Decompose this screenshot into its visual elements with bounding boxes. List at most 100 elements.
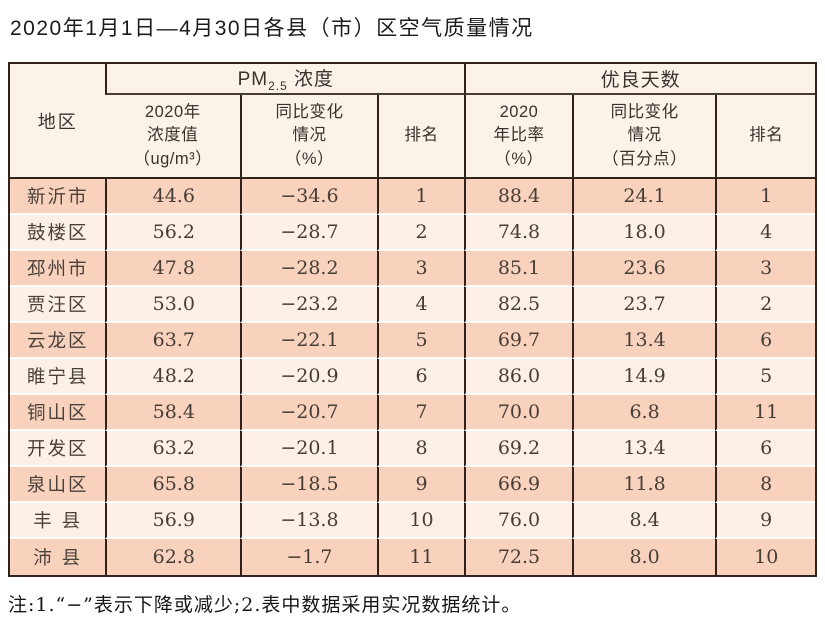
value-cell: 63.2 (105, 431, 241, 467)
region-cell: 丰 县 (10, 503, 106, 539)
value-cell: 65.8 (105, 467, 241, 503)
col-header-pm25-value: 2020年 浓度值 （ug/m³） (105, 95, 241, 179)
value-cell: 47.8 (105, 251, 241, 287)
pm25-label-subscript: 2.5 (268, 78, 288, 93)
value-cell: 8.4 (571, 503, 716, 539)
value-cell: 18.0 (571, 215, 716, 251)
value-cell: 69.7 (464, 323, 572, 359)
table-row: 开发区 63.2 −20.1 8 69.2 13.4 6 (10, 431, 815, 467)
table-row: 沛 县 62.8 −1.7 11 72.5 8.0 10 (10, 539, 815, 575)
table-body: 新沂市 44.6 −34.6 1 88.4 24.1 1 鼓楼区 56.2 −28.7 2 74.8 1… (10, 179, 815, 575)
value-cell: 11 (715, 395, 815, 431)
region-cell: 铜山区 (10, 395, 106, 431)
value-cell: 14.9 (571, 359, 716, 395)
region-cell: 邳州市 (10, 251, 106, 287)
value-cell: 69.2 (464, 431, 572, 467)
value-cell: 8 (376, 431, 465, 467)
region-cell: 开发区 (10, 431, 106, 467)
value-cell: 62.8 (105, 539, 241, 575)
value-cell: 1 (376, 179, 465, 215)
value-cell: 3 (715, 251, 815, 287)
table-row: 铜山区 58.4 −20.7 7 70.0 6.8 11 (10, 395, 815, 431)
value-cell: 86.0 (464, 359, 572, 395)
col-header-region: 地区 (10, 64, 106, 179)
value-cell: 48.2 (105, 359, 241, 395)
value-cell: 74.8 (464, 215, 572, 251)
table-row: 睢宁县 48.2 −20.9 6 86.0 14.9 5 (10, 359, 815, 395)
value-cell: 23.7 (571, 287, 716, 323)
value-cell: −20.1 (240, 431, 377, 467)
value-cell: 58.4 (105, 395, 241, 431)
region-cell: 云龙区 (10, 323, 106, 359)
value-cell: 6 (715, 431, 815, 467)
value-cell: 4 (715, 215, 815, 251)
value-cell: −20.7 (240, 395, 377, 431)
value-cell: 70.0 (464, 395, 572, 431)
value-cell: 11.8 (571, 467, 716, 503)
col-group-good-days: 优良天数 (464, 64, 815, 95)
value-cell: −18.5 (240, 467, 377, 503)
page-title: 2020年1月1日—4月30日各县（市）区空气质量情况 (10, 17, 534, 40)
header-group-row: 地区 PM2.5 浓度 优良天数 (10, 64, 815, 179)
value-cell: 82.5 (464, 287, 572, 323)
value-cell: 8 (715, 467, 815, 503)
value-cell: 5 (376, 323, 465, 359)
value-cell: −34.6 (240, 179, 377, 215)
pm25-label-prefix: PM (237, 69, 269, 91)
table-row: 贾汪区 53.0 −23.2 4 82.5 23.7 2 (10, 287, 815, 323)
value-cell: 44.6 (105, 179, 241, 215)
value-cell: 11 (376, 539, 465, 575)
value-cell: −20.9 (240, 359, 377, 395)
value-cell: 1 (715, 179, 815, 215)
value-cell: 5 (715, 359, 815, 395)
col-header-pm25-change: 同比变化 情况 （%） (240, 95, 377, 179)
value-cell: 66.9 (464, 467, 572, 503)
col-header-gooddays-change: 同比变化 情况 （百分点） (571, 95, 716, 179)
value-cell: −28.2 (240, 251, 377, 287)
value-cell: 85.1 (464, 251, 572, 287)
air-quality-table: 地区 PM2.5 浓度 优良天数 2020年 浓度值 （ug/m³） 同比变化 … (8, 62, 817, 577)
footnote: 注:1.“−”表示下降或减少;2.表中数据采用实况数据统计。 (8, 594, 522, 616)
header-sub-row: 2020年 浓度值 （ug/m³） 同比变化 情况 （%） 排名 2020 年比… (10, 95, 815, 179)
value-cell: 9 (376, 467, 465, 503)
value-cell: 2 (376, 215, 465, 251)
value-cell: 13.4 (571, 431, 716, 467)
value-cell: −22.1 (240, 323, 377, 359)
value-cell: 13.4 (571, 323, 716, 359)
table-row: 云龙区 63.7 −22.1 5 69.7 13.4 6 (10, 323, 815, 359)
value-cell: −23.2 (240, 287, 377, 323)
value-cell: 76.0 (464, 503, 572, 539)
value-cell: 6.8 (571, 395, 716, 431)
value-cell: 6 (715, 323, 815, 359)
value-cell: 3 (376, 251, 465, 287)
table-row: 新沂市 44.6 −34.6 1 88.4 24.1 1 (10, 179, 815, 215)
region-cell: 沛 县 (10, 539, 106, 575)
region-cell: 贾汪区 (10, 287, 106, 323)
table-row: 邳州市 47.8 −28.2 3 85.1 23.6 3 (10, 251, 815, 287)
region-cell: 泉山区 (10, 467, 106, 503)
value-cell: 10 (376, 503, 465, 539)
value-cell: −28.7 (240, 215, 377, 251)
region-cell: 鼓楼区 (10, 215, 106, 251)
value-cell: −1.7 (240, 539, 377, 575)
col-header-pm25-rank: 排名 (376, 95, 465, 179)
col-group-pm25: PM2.5 浓度 (105, 64, 465, 95)
value-cell: 56.9 (105, 503, 241, 539)
value-cell: 8.0 (571, 539, 716, 575)
value-cell: 72.5 (464, 539, 572, 575)
value-cell: 88.4 (464, 179, 572, 215)
col-header-gooddays-rank: 排名 (715, 95, 815, 179)
table-row: 泉山区 65.8 −18.5 9 66.9 11.8 8 (10, 467, 815, 503)
value-cell: 6 (376, 359, 465, 395)
value-cell: 53.0 (105, 287, 241, 323)
value-cell: 23.6 (571, 251, 716, 287)
pm25-label-suffix: 浓度 (287, 69, 335, 91)
value-cell: 24.1 (571, 179, 716, 215)
value-cell: 2 (715, 287, 815, 323)
region-cell: 睢宁县 (10, 359, 106, 395)
value-cell: 9 (715, 503, 815, 539)
table-row: 鼓楼区 56.2 −28.7 2 74.8 18.0 4 (10, 215, 815, 251)
value-cell: −13.8 (240, 503, 377, 539)
value-cell: 63.7 (105, 323, 241, 359)
value-cell: 4 (376, 287, 465, 323)
